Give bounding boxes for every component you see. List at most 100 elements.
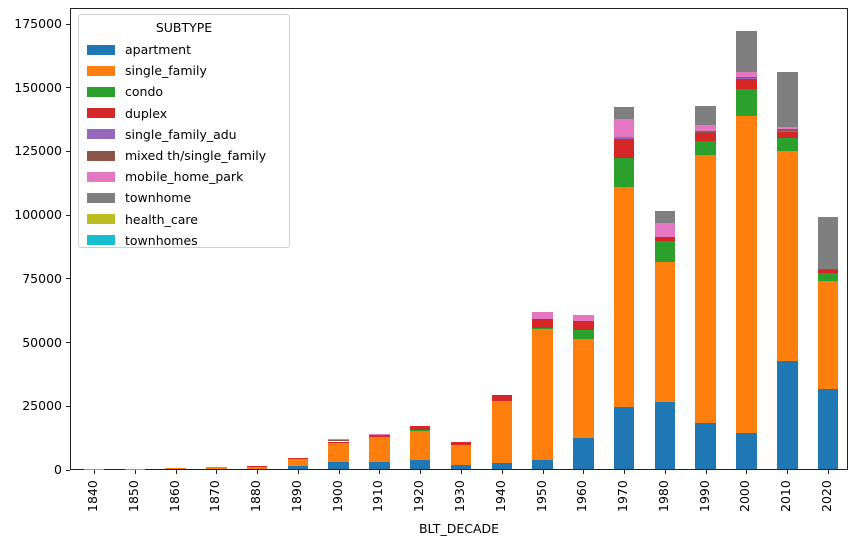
bar-segment-mixed-th-single-family bbox=[695, 131, 716, 133]
bar-segment-single-family-adu bbox=[777, 131, 798, 133]
x-tick-label: 1940 bbox=[492, 480, 508, 512]
x-tick-mark bbox=[501, 470, 503, 474]
bar-segment-single-family bbox=[654, 262, 676, 403]
legend-label: condo bbox=[125, 84, 164, 100]
legend-swatch-icon bbox=[87, 192, 115, 203]
x-tick-label: 1870 bbox=[207, 480, 223, 512]
bar-1960 bbox=[573, 7, 594, 469]
x-tick-mark bbox=[746, 470, 748, 474]
legend-entry: mixed th/single_family bbox=[79, 145, 289, 166]
y-tick-mark bbox=[66, 214, 70, 216]
bar-1940 bbox=[491, 7, 513, 469]
bar-segment-single-family bbox=[124, 468, 146, 469]
legend-swatch-icon bbox=[87, 108, 115, 119]
x-tick-mark bbox=[787, 470, 789, 474]
bar-segment-single-family bbox=[695, 154, 716, 424]
bar-segment-single-family bbox=[287, 458, 309, 467]
x-tick-label: 1970 bbox=[615, 480, 631, 512]
x-tick-label: 1850 bbox=[125, 480, 141, 512]
x-axis-label: BLT_DECADE bbox=[418, 521, 500, 536]
bar-segment-townhome bbox=[654, 210, 676, 224]
bar-1980 bbox=[654, 7, 676, 469]
x-tick-mark bbox=[297, 470, 299, 474]
bar-segment-mobile-home-park bbox=[736, 72, 757, 77]
legend-entry: duplex bbox=[79, 103, 289, 124]
legend-entry: condo bbox=[79, 81, 289, 102]
legend-swatch-icon bbox=[87, 44, 115, 55]
x-tick-label: 1980 bbox=[655, 480, 671, 512]
legend-title: SUBTYPE bbox=[155, 20, 213, 35]
legend-label: townhome bbox=[125, 190, 192, 206]
y-tick-mark bbox=[66, 150, 70, 152]
bar-segment-apartment bbox=[817, 388, 839, 469]
bar-segment-single-family bbox=[532, 329, 553, 460]
bar-segment-duplex bbox=[654, 237, 676, 242]
x-tick-mark bbox=[257, 470, 259, 474]
bar-segment-condo bbox=[777, 137, 798, 151]
x-tick-label: 1920 bbox=[411, 480, 427, 512]
bar-1900 bbox=[328, 7, 349, 469]
bar-segment-single-family bbox=[409, 431, 431, 461]
legend-swatch-icon bbox=[87, 65, 115, 76]
bar-segment-duplex bbox=[777, 132, 798, 138]
y-tick-label: 100000 bbox=[14, 207, 62, 223]
bar-segment-apartment bbox=[695, 423, 716, 469]
bar-segment-single-family bbox=[573, 338, 594, 439]
x-tick-mark bbox=[134, 470, 136, 474]
bar-segment-mobile-home-park bbox=[573, 314, 594, 322]
bar-segment-condo bbox=[817, 273, 839, 281]
bar-segment-apartment bbox=[409, 460, 431, 469]
y-tick-label: 0 bbox=[54, 462, 62, 477]
bar-segment-mobile-home-park bbox=[613, 119, 635, 137]
legend-label: single_family bbox=[125, 63, 207, 79]
bar-segment-single-family-adu bbox=[736, 77, 757, 79]
bar-1930 bbox=[450, 7, 472, 469]
bar-2020 bbox=[817, 7, 839, 469]
bar-segment-condo bbox=[573, 330, 594, 339]
bar-segment-apartment bbox=[532, 459, 553, 469]
legend-box: SUBTYPE apartment single_family condo duple… bbox=[78, 14, 290, 248]
bar-segment-apartment bbox=[328, 462, 349, 469]
bar-segment-duplex bbox=[287, 458, 309, 459]
legend-entry: townhomes bbox=[79, 230, 289, 251]
legend-swatch-icon bbox=[87, 150, 115, 161]
bar-1910 bbox=[369, 7, 390, 469]
bar-2000 bbox=[736, 7, 757, 469]
x-tick-label: 2020 bbox=[819, 480, 835, 512]
bar-segment-apartment bbox=[736, 433, 757, 469]
y-tick-mark bbox=[66, 342, 70, 344]
bar-segment-condo bbox=[532, 327, 553, 330]
bar-segment-condo bbox=[409, 430, 431, 432]
legend-entry: single_family_adu bbox=[79, 124, 289, 145]
y-tick-label: 125000 bbox=[14, 143, 62, 159]
bar-segment-duplex bbox=[369, 436, 390, 438]
bar-1860 bbox=[165, 7, 186, 469]
bar-segment-single-family bbox=[777, 150, 798, 361]
bar-1970 bbox=[613, 7, 635, 469]
x-tick-mark bbox=[338, 470, 340, 474]
bar-segment-single-family bbox=[165, 468, 186, 469]
legend-label: mobile_home_park bbox=[125, 169, 244, 185]
bar-segment-single-family bbox=[736, 116, 757, 434]
bar-segment-apartment bbox=[777, 360, 798, 469]
legend-entry: single_family bbox=[79, 60, 289, 81]
bar-segment-townhome bbox=[777, 71, 798, 127]
bar-segment-apartment bbox=[654, 402, 676, 469]
bar-1880 bbox=[246, 7, 268, 469]
x-tick-mark bbox=[828, 470, 830, 474]
bar-segment-apartment bbox=[369, 462, 390, 469]
x-tick-label: 1840 bbox=[85, 480, 100, 512]
bar-segment-mixed-th-single-family bbox=[328, 439, 349, 442]
bar-segment-duplex bbox=[491, 394, 513, 401]
bar-segment-duplex bbox=[328, 441, 349, 443]
bar-segment-duplex bbox=[573, 321, 594, 331]
x-tick-mark bbox=[624, 470, 626, 474]
bar-segment-condo bbox=[736, 88, 757, 117]
x-tick-label: 1860 bbox=[166, 480, 182, 512]
bar-segment-single-family bbox=[328, 442, 349, 463]
bar-1840 bbox=[83, 7, 105, 469]
bar-segment-duplex bbox=[613, 138, 635, 159]
bar-segment-mobile-home-park bbox=[695, 124, 716, 132]
bar-segment-apartment bbox=[613, 407, 635, 469]
